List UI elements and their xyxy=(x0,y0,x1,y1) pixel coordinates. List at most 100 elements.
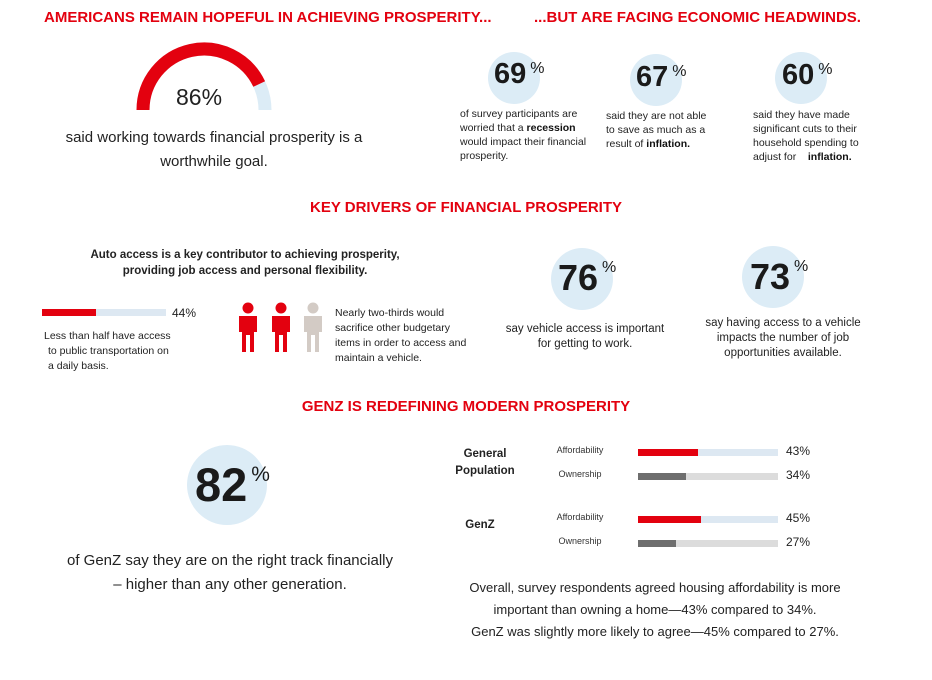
stat-67-caption: said they are not able to save as much a… xyxy=(606,109,746,151)
stat-73-line2: impacts the number of job xyxy=(716,332,850,344)
transit-caption-line3: a daily basis. xyxy=(48,360,109,372)
transit-bar-track xyxy=(42,309,166,316)
transit-caption: Less than half have access to public tra… xyxy=(44,329,224,374)
person-icon-red xyxy=(272,302,290,352)
housing-bar-track xyxy=(638,516,778,523)
stat-69-line1: of survey participants are xyxy=(460,108,578,120)
stat-circle-67 xyxy=(630,54,682,106)
stat-60: 60% xyxy=(782,59,833,92)
stat-76-pct: % xyxy=(602,259,617,276)
stat-60-line4-text: adjust for xyxy=(753,151,797,163)
gauge-caption-line1: said working towards financial prosperit… xyxy=(65,129,363,146)
stat-67-line3-text: result of xyxy=(606,138,647,150)
prosperity-gauge xyxy=(136,42,272,111)
people-caption: Nearly two-thirds would sacrifice other … xyxy=(335,306,485,366)
genz-caption-line1: of GenZ say they are on the right track … xyxy=(67,552,393,569)
people-caption-line4: maintain a vehicle. xyxy=(335,352,422,364)
stat-69: 69% xyxy=(494,58,545,91)
auto-access-intro-line2: providing job access and personal flexib… xyxy=(122,265,368,277)
stat-60-line2: significant cuts to their xyxy=(753,123,857,135)
gauge-fill xyxy=(136,42,266,111)
stat-73-pct: % xyxy=(794,258,809,275)
stat-67-line2: to save as much as a xyxy=(606,124,706,136)
gauge-value: 86% xyxy=(176,84,223,110)
housing-bar-name: Ownership xyxy=(558,469,602,479)
housing-bar-track xyxy=(638,473,778,480)
heading-key-drivers: KEY DRIVERS OF FINANCIAL PROSPERITY xyxy=(310,199,622,216)
stat-69-caption: of survey participants are worried that … xyxy=(460,107,610,163)
housing-summary-line3: GenZ was slightly more likely to agree—4… xyxy=(471,624,839,639)
housing-bar-value: 43% xyxy=(786,444,811,458)
stat-73-caption: say having access to a vehicle impacts t… xyxy=(688,316,878,361)
people-caption-line1: Nearly two-thirds would xyxy=(335,307,445,319)
stat-69-line2: worried that a recession xyxy=(460,121,610,135)
housing-summary-line1: Overall, survey respondents agreed housi… xyxy=(469,580,841,595)
stat-73: 73% xyxy=(750,256,808,298)
housing-bar-name: Affordability xyxy=(556,512,604,522)
housing-bar-fill xyxy=(638,540,676,547)
housing-summary-line2: important than owning a home—43% compare… xyxy=(493,602,817,617)
stat-76: 76% xyxy=(558,257,616,299)
auto-access-intro-line1: Auto access is a key contributor to achi… xyxy=(90,249,400,261)
gauge-caption: said working towards financial prosperit… xyxy=(0,126,428,174)
stat-69-number: 69 xyxy=(494,58,527,90)
group-genz-label: GenZ xyxy=(465,519,495,531)
stat-circle-76 xyxy=(551,248,613,310)
stat-67-pct: % xyxy=(672,63,687,80)
stat-69-pct: % xyxy=(530,60,545,77)
housing-bar-value: 34% xyxy=(786,468,811,482)
people-icons xyxy=(239,302,322,352)
stat-76-line2: for getting to work. xyxy=(537,338,633,350)
housing-bar-fill xyxy=(638,449,699,456)
stat-76-number: 76 xyxy=(558,257,599,298)
stat-60-line3: household spending to xyxy=(753,137,859,149)
transit-caption-line1: Less than half have access xyxy=(44,330,171,342)
stat-82-pct: % xyxy=(251,463,270,486)
housing-bar-value: 27% xyxy=(786,535,811,549)
transit-bar-label: 44% xyxy=(172,306,197,320)
stat-60-line1: said they have made xyxy=(753,109,850,121)
housing-bar-fill xyxy=(638,516,701,523)
stat-76-line1: say vehicle access is important xyxy=(505,323,665,335)
person-icon-red xyxy=(239,302,257,352)
group-general-label: General Population xyxy=(440,446,530,480)
stat-69-recession: recession xyxy=(526,122,576,134)
housing-summary: Overall, survey respondents agreed housi… xyxy=(430,577,880,643)
housing-bar-name: Ownership xyxy=(558,536,602,546)
stat-73-line3: opportunities available. xyxy=(724,347,842,359)
stat-69-line4: prosperity. xyxy=(460,150,509,162)
stat-82: 82% xyxy=(195,457,270,512)
stat-67: 67% xyxy=(636,61,687,94)
auto-access-intro: Auto access is a key contributor to achi… xyxy=(80,247,410,279)
stat-76-caption: say vehicle access is important for gett… xyxy=(490,322,680,352)
gauge-caption-line2: worthwhile goal. xyxy=(160,153,268,170)
stat-67-inflation: inflation. xyxy=(646,138,691,150)
stat-60-line4: adjust for inflation. xyxy=(753,150,903,164)
stat-67-line3: result of inflation. xyxy=(606,137,746,151)
heading-genz: GENZ IS REDEFINING MODERN PROSPERITY xyxy=(301,398,631,415)
person-icon-grey xyxy=(304,302,322,352)
stat-circle-60 xyxy=(775,52,827,104)
transit-caption-line2: to public transportation on xyxy=(48,345,169,357)
stat-circle-73 xyxy=(742,246,804,308)
people-caption-line3: items in order to access and xyxy=(335,337,467,349)
stat-73-line1: say having access to a vehicle xyxy=(705,317,861,329)
genz-caption-line2: – higher than any other generation. xyxy=(113,576,347,593)
stat-60-pct: % xyxy=(818,61,833,78)
heading-hopeful: AMERICANS REMAIN HOPEFUL IN ACHIEVING PR… xyxy=(44,9,492,26)
heading-headwinds: ...BUT ARE FACING ECONOMIC HEADWINDS. xyxy=(534,9,861,26)
stat-67-line1: said they are not able xyxy=(606,110,707,122)
group-general-label-line2: Population xyxy=(455,465,515,477)
stat-60-caption: said they have made significant cuts to … xyxy=(753,108,903,164)
housing-bar-fill xyxy=(638,473,686,480)
stat-60-inflation: inflation. xyxy=(807,151,852,163)
stat-73-number: 73 xyxy=(750,256,791,297)
stat-circle-82 xyxy=(187,445,267,525)
stat-67-number: 67 xyxy=(636,61,669,93)
group-general-label-line1: General xyxy=(463,448,507,460)
people-caption-line2: sacrifice other budgetary xyxy=(335,322,450,334)
stat-69-line2-text: worried that a xyxy=(460,122,527,134)
stat-60-number: 60 xyxy=(782,59,815,91)
housing-bar-name: Affordability xyxy=(556,445,604,455)
stat-circle-69 xyxy=(488,52,540,104)
